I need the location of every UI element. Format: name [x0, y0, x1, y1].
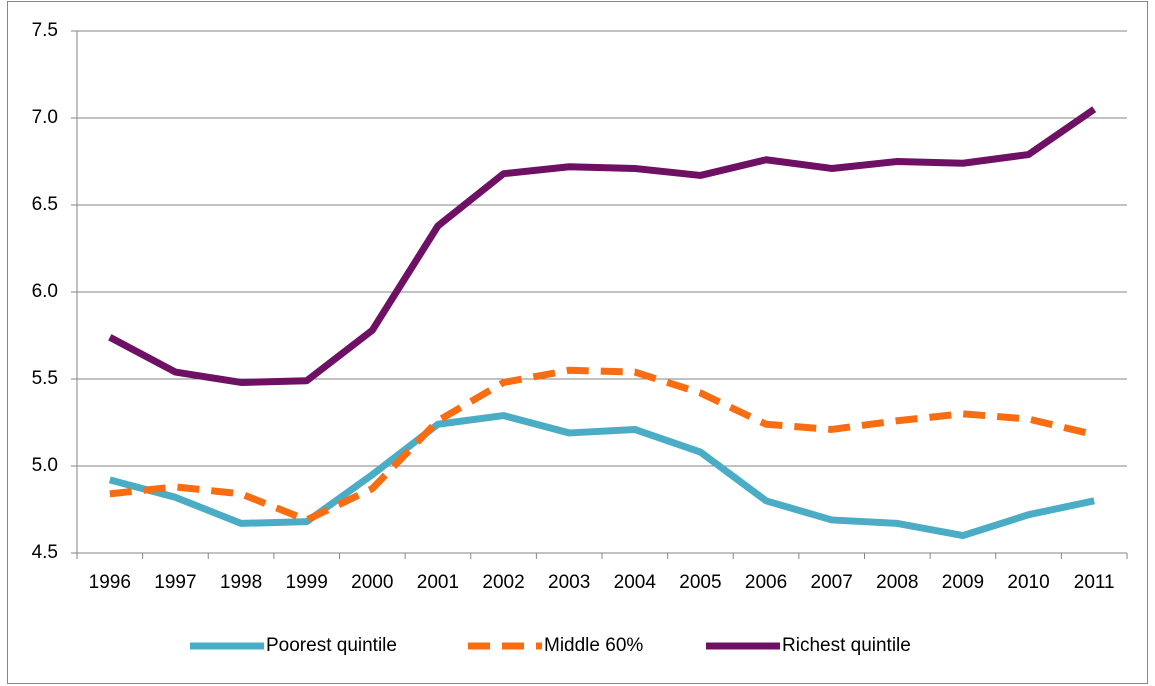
series-line [108, 412, 1095, 540]
x-tick-label: 2006 [745, 572, 787, 593]
x-tick-label: 2000 [351, 572, 393, 593]
legend-label: Middle 60% [544, 635, 643, 656]
x-tick-label: 2007 [811, 572, 853, 593]
chart-border [7, 1, 1148, 684]
y-tick-label: 7.5 [32, 20, 58, 41]
x-tick-label: 2003 [548, 572, 590, 593]
x-tick-label: 1996 [89, 572, 131, 593]
y-tick-label: 4.5 [32, 542, 58, 563]
x-tick-label: 2011 [1074, 572, 1115, 593]
x-tick-label: 2001 [417, 572, 459, 593]
x-tick-label: 1999 [286, 572, 328, 593]
x-tick-label: 1998 [220, 572, 262, 593]
x-tick-label: 2009 [942, 572, 984, 593]
y-tick-label: 6.5 [32, 194, 58, 215]
legend-label: Poorest quintile [266, 635, 397, 656]
y-tick-label: 6.0 [32, 281, 58, 302]
legend-label: Richest quintile [782, 635, 911, 656]
series-line [108, 106, 1097, 386]
x-tick-label: 2005 [679, 572, 721, 593]
x-tick-label: 2004 [614, 572, 657, 593]
x-tick-label: 2010 [1007, 572, 1049, 593]
x-tick-label: 1997 [154, 572, 196, 593]
x-tick-label: 2008 [876, 572, 918, 593]
y-tick-label: 7.0 [32, 107, 58, 128]
y-tick-label: 5.5 [32, 368, 58, 389]
y-tick-label: 5.0 [32, 455, 58, 476]
x-tick-label: 2002 [482, 572, 524, 593]
series-line [109, 366, 1096, 524]
